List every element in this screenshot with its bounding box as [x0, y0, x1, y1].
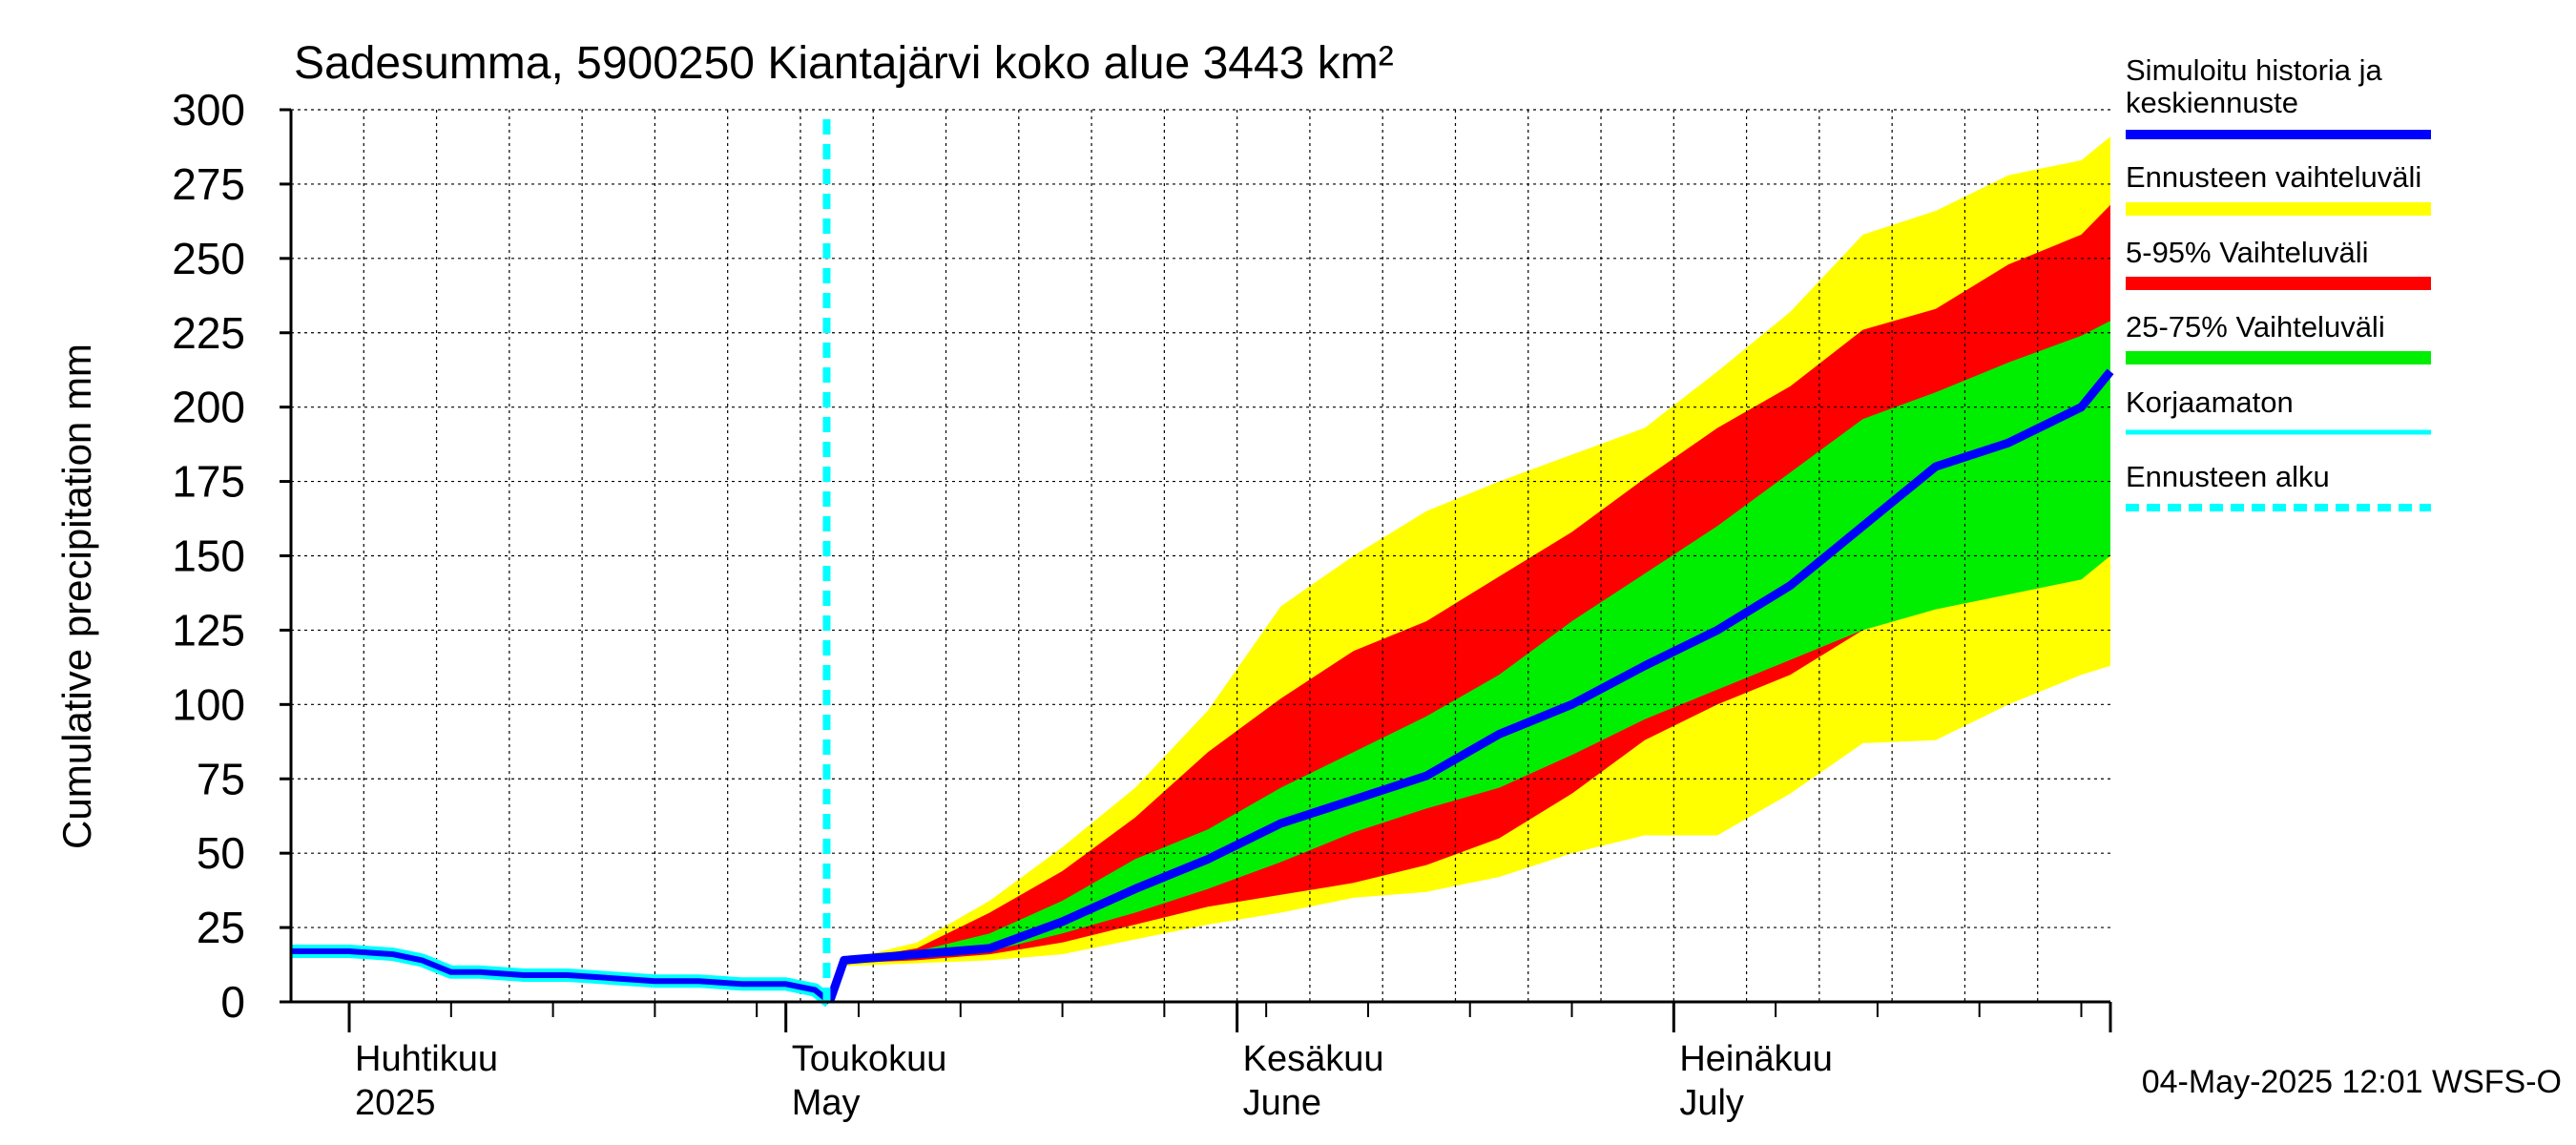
- y-tick-label: 125: [172, 605, 245, 655]
- y-tick-label: 0: [220, 977, 245, 1027]
- legend-label: 5-95% Vaihteluväli: [2126, 236, 2368, 269]
- x-month-sublabel: May: [792, 1083, 861, 1123]
- legend-label: Simuloitu historia ja: [2126, 53, 2383, 87]
- x-month-label: Kesäkuu: [1243, 1039, 1384, 1079]
- timestamp-label: 04-May-2025 12:01 WSFS-O: [2142, 1064, 2562, 1100]
- x-month-sublabel: 2025: [355, 1083, 436, 1123]
- y-tick-label: 75: [197, 754, 245, 803]
- legend-label: Ennusteen vaihteluväli: [2126, 160, 2421, 194]
- y-tick-label: 225: [172, 308, 245, 358]
- y-tick-label: 175: [172, 457, 245, 507]
- x-month-label: Toukokuu: [792, 1039, 947, 1079]
- x-month-label: Huhtikuu: [355, 1039, 498, 1079]
- legend-label: keskiennuste: [2126, 86, 2298, 119]
- y-tick-label: 25: [197, 903, 245, 952]
- y-tick-label: 50: [197, 828, 245, 878]
- chart-title: Sadesumma, 5900250 Kiantajärvi koko alue…: [294, 38, 1394, 89]
- band-5-95: [829, 204, 2110, 1002]
- y-tick-label: 100: [172, 679, 245, 729]
- chart-grid: [291, 109, 2110, 1002]
- y-tick-label: 250: [172, 234, 245, 283]
- legend-label: Korjaamaton: [2126, 385, 2294, 419]
- y-tick-label: 300: [172, 85, 245, 135]
- chart-axes: 0 25 50 75 100 125 150 175 200 225 250 275 300 Huhtik…: [172, 85, 2112, 1123]
- x-month-sublabel: June: [1243, 1083, 1321, 1123]
- band-ennusteen-vaihteluvali: [829, 136, 2110, 1003]
- band-25-75: [829, 321, 2110, 1002]
- y-tick-label: 275: [172, 159, 245, 209]
- y-axis-label: Cumulative precipitation mm: [54, 344, 99, 849]
- chart-lines: [291, 119, 2114, 1008]
- series-history: [291, 948, 832, 1005]
- y-tick-label: 150: [172, 531, 245, 581]
- legend-label: 25-75% Vaihteluväli: [2126, 310, 2385, 344]
- chart-bands: [829, 136, 2110, 1003]
- legend-label: Ennusteen alku: [2126, 460, 2330, 493]
- x-month-label: Heinäkuu: [1679, 1039, 1833, 1079]
- x-month-sublabel: July: [1679, 1083, 1744, 1123]
- series-keskiennuste: [825, 368, 2114, 1004]
- y-tick-label: 200: [172, 383, 245, 432]
